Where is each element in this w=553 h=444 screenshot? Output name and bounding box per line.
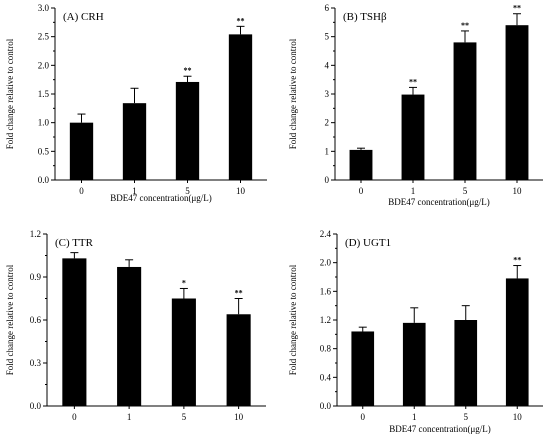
y-tick-label: 2.0 (38, 60, 50, 70)
chart-panel: 0.0 0.3 0.6 0.9 1.2 0 1 * 5 ** 10 (C) TTR Fold chang… (5, 229, 266, 422)
y-tick-label: 0.5 (38, 146, 50, 156)
bar (505, 278, 529, 406)
x-tick-label: 5 (185, 186, 190, 196)
panel-title: (A) CRH (63, 11, 104, 23)
significance-mark: ** (461, 21, 469, 30)
x-tick-label: 1 (132, 186, 137, 196)
bar (228, 34, 253, 180)
x-tick-label: 10 (234, 412, 244, 422)
x-axis-title: BDE47 concentration(μg/L) (388, 197, 490, 207)
x-tick-label: 0 (72, 412, 77, 422)
chart-panel: 0.0 0.4 0.8 1.2 1.6 2.0 2.4 0 1 5 ** 10 (D) UGT1 BDE4… (288, 229, 543, 434)
bar (175, 81, 200, 180)
x-tick-label: 5 (182, 412, 187, 422)
y-tick-label: 0.9 (30, 272, 42, 282)
y-tick-label: 0 (325, 175, 330, 185)
chart-panel: 0 1 2 3 4 5 6 0 ** 1 ** 5 ** 10 (B) TSHβ BDE47 concentr… (288, 3, 543, 207)
y-tick-label: 3 (325, 89, 330, 99)
y-axis-title: Fold change relative to control (5, 38, 15, 149)
y-tick-label: 0.6 (30, 315, 42, 325)
y-tick-label: 3.0 (38, 3, 50, 13)
bar (351, 331, 375, 406)
y-axis-title: Fold change relative to control (288, 264, 298, 375)
y-tick-label: 1 (325, 146, 330, 156)
x-tick-label: 10 (513, 186, 523, 196)
y-tick-label: 2.4 (320, 229, 332, 239)
x-tick-label: 5 (464, 412, 469, 422)
x-tick-label: 5 (463, 186, 468, 196)
significance-mark: ** (513, 4, 521, 13)
bar (453, 42, 477, 181)
significance-mark: ** (237, 16, 245, 25)
bar (401, 94, 425, 180)
bar (122, 103, 147, 180)
x-tick-label: 10 (513, 412, 523, 422)
bar (454, 320, 478, 406)
y-axis-title: Fold change relative to control (288, 38, 298, 149)
bar (226, 314, 251, 406)
x-tick-label: 0 (361, 412, 366, 422)
y-tick-label: 4 (325, 60, 330, 70)
x-tick-label: 1 (411, 186, 416, 196)
bar (349, 149, 373, 180)
bar (69, 122, 94, 180)
y-tick-label: 5 (325, 32, 330, 42)
y-tick-label: 0.4 (320, 372, 332, 382)
x-tick-label: 10 (236, 186, 246, 196)
y-tick-label: 0.3 (30, 358, 42, 368)
bar (117, 266, 142, 406)
significance-mark: ** (513, 256, 521, 265)
y-tick-label: 1.5 (38, 89, 50, 99)
x-tick-label: 1 (127, 412, 132, 422)
x-tick-label: 0 (79, 186, 84, 196)
y-tick-label: 1.0 (38, 118, 50, 128)
bar (62, 258, 87, 406)
significance-mark: ** (409, 77, 417, 86)
y-tick-label: 2 (325, 118, 330, 128)
bar (171, 298, 196, 406)
x-axis-title: BDE47 concentration(μg/L) (389, 424, 491, 434)
y-tick-label: 1.2 (320, 315, 331, 325)
y-tick-label: 0.8 (320, 344, 332, 354)
y-tick-label: 1.6 (320, 286, 332, 296)
panel-title: (C) TTR (55, 237, 94, 249)
y-tick-label: 0.0 (320, 401, 332, 411)
y-tick-label: 6 (325, 3, 330, 13)
y-tick-label: 2.5 (38, 32, 50, 42)
panel-title: (D) UGT1 (345, 237, 391, 249)
chart-panel: 0.0 0.5 1.0 1.5 2.0 2.5 3.0 0 1 ** 5 ** 10 (A) CRH BDE… (5, 3, 267, 203)
y-tick-label: 0.0 (30, 401, 42, 411)
significance-mark: ** (235, 289, 243, 298)
significance-mark: * (182, 278, 186, 287)
y-axis-title: Fold change relative to control (5, 264, 15, 375)
x-tick-label: 0 (359, 186, 364, 196)
bar (505, 25, 529, 181)
panel-title: (B) TSHβ (343, 11, 387, 23)
y-tick-label: 1.2 (30, 229, 41, 239)
x-axis-title: BDE47 concentration(μg/L) (110, 193, 212, 203)
significance-mark: ** (184, 66, 192, 75)
y-tick-label: 2.0 (320, 258, 332, 268)
x-tick-label: 1 (412, 412, 417, 422)
y-tick-label: 0.0 (38, 175, 50, 185)
bar (402, 322, 426, 406)
